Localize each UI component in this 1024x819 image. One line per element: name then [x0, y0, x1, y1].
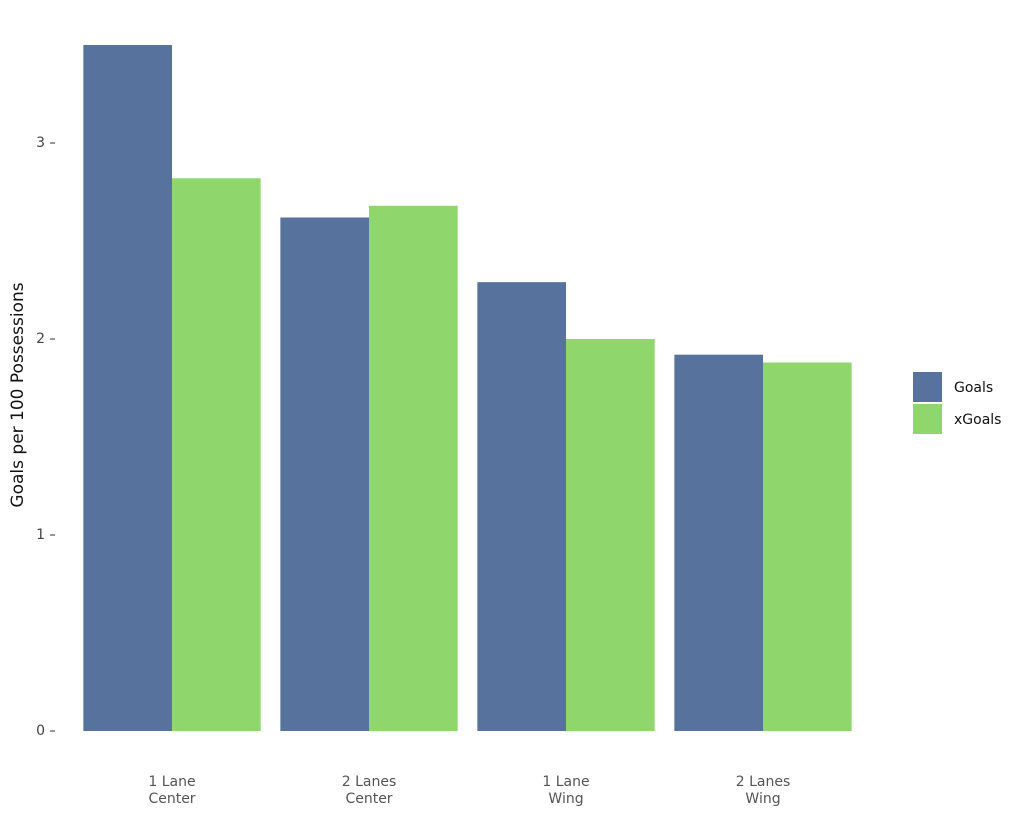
- x-tick-label: 1 Lane Wing: [542, 774, 590, 807]
- x-tick-label: 2 Lanes Center: [341, 774, 397, 807]
- legend-label: xGoals: [954, 412, 1001, 428]
- legend-swatch: [913, 404, 942, 434]
- y-tick-label: 1: [36, 527, 45, 543]
- x-tick-label: 2 Lanes Wing: [735, 774, 791, 807]
- legend-label: Goals: [954, 380, 993, 396]
- bar: [280, 217, 369, 732]
- bar: [763, 362, 852, 731]
- y-axis-title: Goals per 100 Possessions: [8, 282, 28, 507]
- y-tick-label: 3: [36, 135, 45, 151]
- bar: [674, 354, 763, 731]
- bar: [369, 205, 458, 732]
- bar: [172, 178, 261, 731]
- bar: [566, 339, 655, 731]
- x-tick-label: 1 Lane Center: [148, 774, 196, 807]
- bar: [477, 282, 566, 731]
- y-tick-label: 2: [36, 331, 45, 347]
- legend-swatch: [913, 372, 942, 402]
- y-tick-label: 0: [36, 723, 45, 739]
- bar: [83, 45, 172, 731]
